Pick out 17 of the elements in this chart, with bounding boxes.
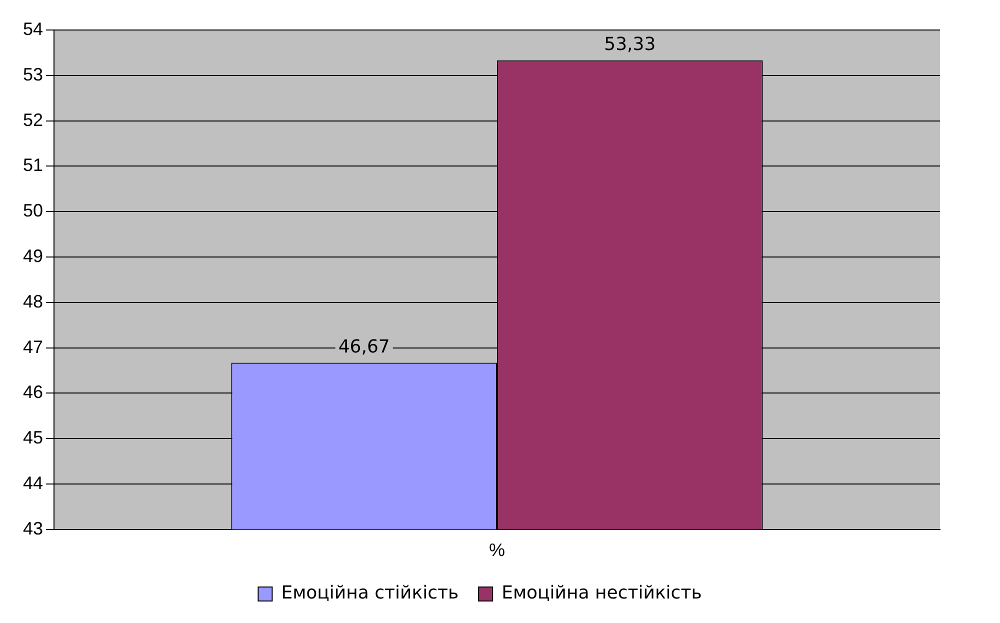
y-tick-label: 50 xyxy=(22,200,44,221)
y-tick-label: 48 xyxy=(22,291,44,312)
y-tick-label: 46 xyxy=(22,382,44,402)
y-tick-label: 43 xyxy=(22,518,44,538)
y-tick-label: 54 xyxy=(22,18,44,39)
legend-label: Емоційна нестійкість xyxy=(502,582,702,604)
y-tick-label: 51 xyxy=(22,155,44,176)
data-label: 53,33 xyxy=(604,34,656,56)
x-tick-label: % xyxy=(489,540,506,560)
y-tick-label: 53 xyxy=(22,64,44,84)
y-tick-label: 52 xyxy=(22,110,44,130)
y-tick-label: 45 xyxy=(22,428,44,448)
data-label: 46,67 xyxy=(338,336,390,358)
y-tick-label: 44 xyxy=(22,472,44,493)
y-tick-label: 47 xyxy=(22,336,44,357)
legend-label: Емоційна стійкість xyxy=(281,582,459,604)
y-tick-label: 49 xyxy=(22,246,44,266)
